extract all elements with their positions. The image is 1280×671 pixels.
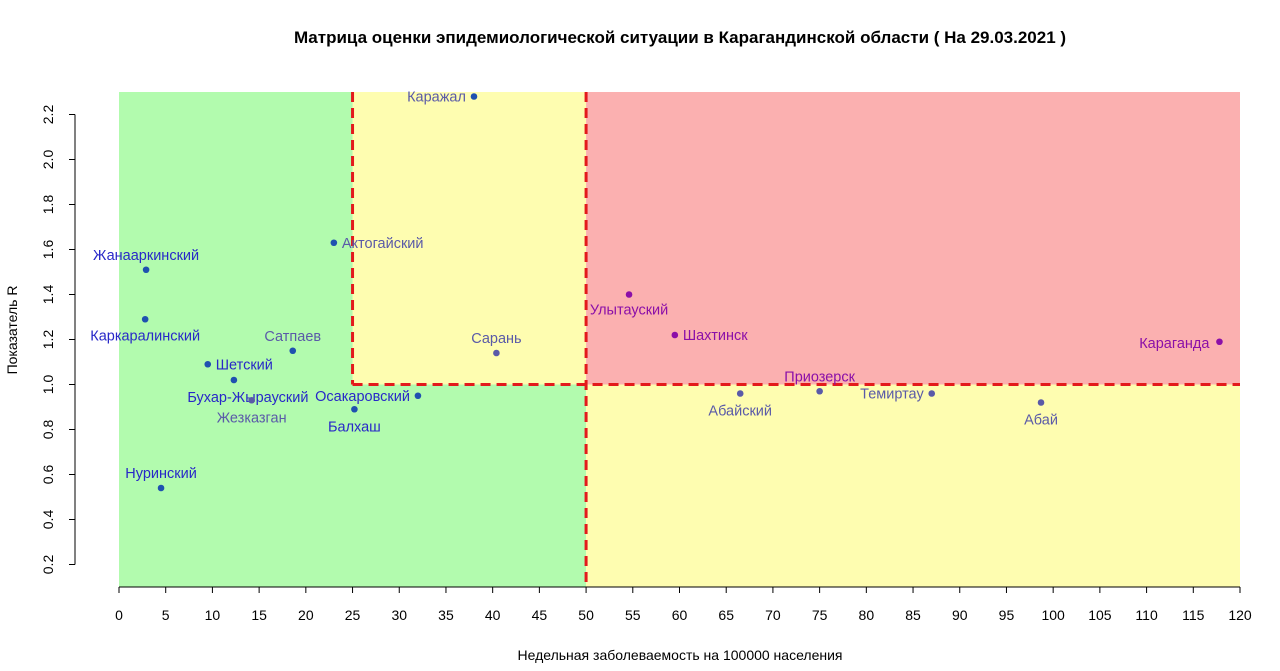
x-tick-label: 105: [1088, 607, 1112, 623]
data-point: [1037, 399, 1045, 406]
y-tick-label: 2.0: [40, 150, 56, 170]
x-tick-label: 70: [765, 607, 781, 623]
x-tick-label: 50: [578, 607, 594, 623]
data-point: [141, 315, 149, 323]
zones-layer: [119, 92, 1240, 587]
data-point-label: Шахтинск: [683, 328, 748, 344]
data-point: [816, 387, 823, 395]
x-tick-label: 110: [1135, 607, 1158, 623]
x-axis-title: Недельная заболеваемость на 100000 насел…: [518, 647, 843, 663]
x-tick-label: 5: [162, 607, 170, 623]
y-tick-label: 2.2: [40, 105, 56, 125]
chart-title: Матрица оценки эпидемиологической ситуац…: [293, 28, 1067, 47]
x-tick-label: 65: [718, 607, 734, 623]
data-point: [414, 392, 422, 400]
points-layer: Каражал Актогайский Жанааркинский Каркарали…: [90, 90, 1223, 492]
threshold-layer: [351, 92, 1240, 587]
zone-red: [586, 92, 1240, 385]
data-point-label: Бухар-Жырауский: [187, 390, 308, 406]
data-point-label: Сарань: [471, 331, 521, 347]
x-tick-label: 120: [1228, 607, 1252, 623]
y-axis-title: Показатель R: [4, 286, 20, 375]
axes-layer: 0 5 10 15 20 25 30 35 40 45 50 55 60 65 70 75 80 85 90 95 10…: [40, 105, 1252, 623]
x-tick-label: 100: [1041, 607, 1065, 623]
data-point: [204, 360, 212, 368]
data-point: [230, 376, 238, 384]
y-tick-label: 1.2: [40, 330, 56, 350]
x-tick-label: 35: [438, 607, 454, 623]
data-point: [493, 349, 500, 357]
x-tick-label: 85: [905, 607, 921, 623]
data-point-label: Балхаш: [328, 419, 381, 435]
x-tick-label: 25: [345, 607, 361, 623]
data-point: [248, 396, 255, 404]
data-point-label: Абай: [1024, 413, 1058, 429]
y-tick-label: 1.6: [40, 240, 56, 260]
data-point: [289, 347, 297, 355]
data-point-label: Жезказган: [217, 410, 287, 426]
data-point: [330, 239, 338, 247]
data-point: [351, 405, 358, 413]
y-tick-label: 0.6: [40, 465, 56, 485]
x-tick-label: 95: [999, 607, 1015, 623]
data-point: [671, 331, 679, 339]
data-point-label: Улытауский: [590, 303, 668, 319]
y-tick-label: 1.8: [40, 195, 56, 215]
x-tick-label: 0: [115, 607, 123, 623]
data-point-label: Каражал: [407, 90, 466, 106]
x-tick-label: 60: [672, 607, 688, 623]
data-point: [1216, 338, 1223, 346]
zone-yellow-bottom: [586, 384, 1240, 587]
x-tick-label: 10: [205, 607, 221, 623]
data-point-label: Приозерск: [784, 369, 855, 385]
zone-yellow-top: [352, 92, 587, 385]
data-point-label: Абайский: [708, 404, 772, 420]
y-tick-label: 0.4: [40, 510, 56, 530]
data-point-label: Сатпаев: [264, 329, 321, 345]
data-point-label: Жанааркинский: [93, 248, 199, 264]
x-tick-label: 80: [859, 607, 875, 623]
data-point-label: Караганда: [1139, 336, 1210, 352]
y-tick-label: 1.4: [40, 285, 56, 305]
data-point-label: Темиртау: [860, 387, 924, 403]
data-point: [736, 390, 744, 397]
data-point: [928, 390, 936, 397]
data-point: [470, 93, 478, 100]
x-tick-label: 40: [485, 607, 501, 623]
y-tick-label: 1.0: [40, 375, 56, 395]
x-tick-label: 115: [1182, 607, 1205, 623]
y-tick-label: 0.2: [40, 555, 56, 575]
x-tick-label: 20: [298, 607, 314, 623]
y-tick-label: 0.8: [40, 420, 56, 440]
data-point: [157, 484, 165, 492]
x-tick-label: 75: [812, 607, 828, 623]
data-point: [142, 266, 150, 274]
data-point: [625, 291, 633, 298]
data-point-label: Каркаралинский: [90, 328, 200, 344]
x-tick-label: 90: [952, 607, 968, 623]
data-point-label: Шетский: [216, 357, 273, 373]
x-tick-label: 30: [391, 607, 407, 623]
x-tick-label: 15: [251, 607, 267, 623]
x-tick-label: 45: [532, 607, 548, 623]
data-point-label: Актогайский: [342, 236, 424, 252]
data-point-label: Нуринский: [125, 466, 197, 482]
data-point-label: Осакаровский: [315, 389, 410, 405]
x-tick-label: 55: [625, 607, 641, 623]
